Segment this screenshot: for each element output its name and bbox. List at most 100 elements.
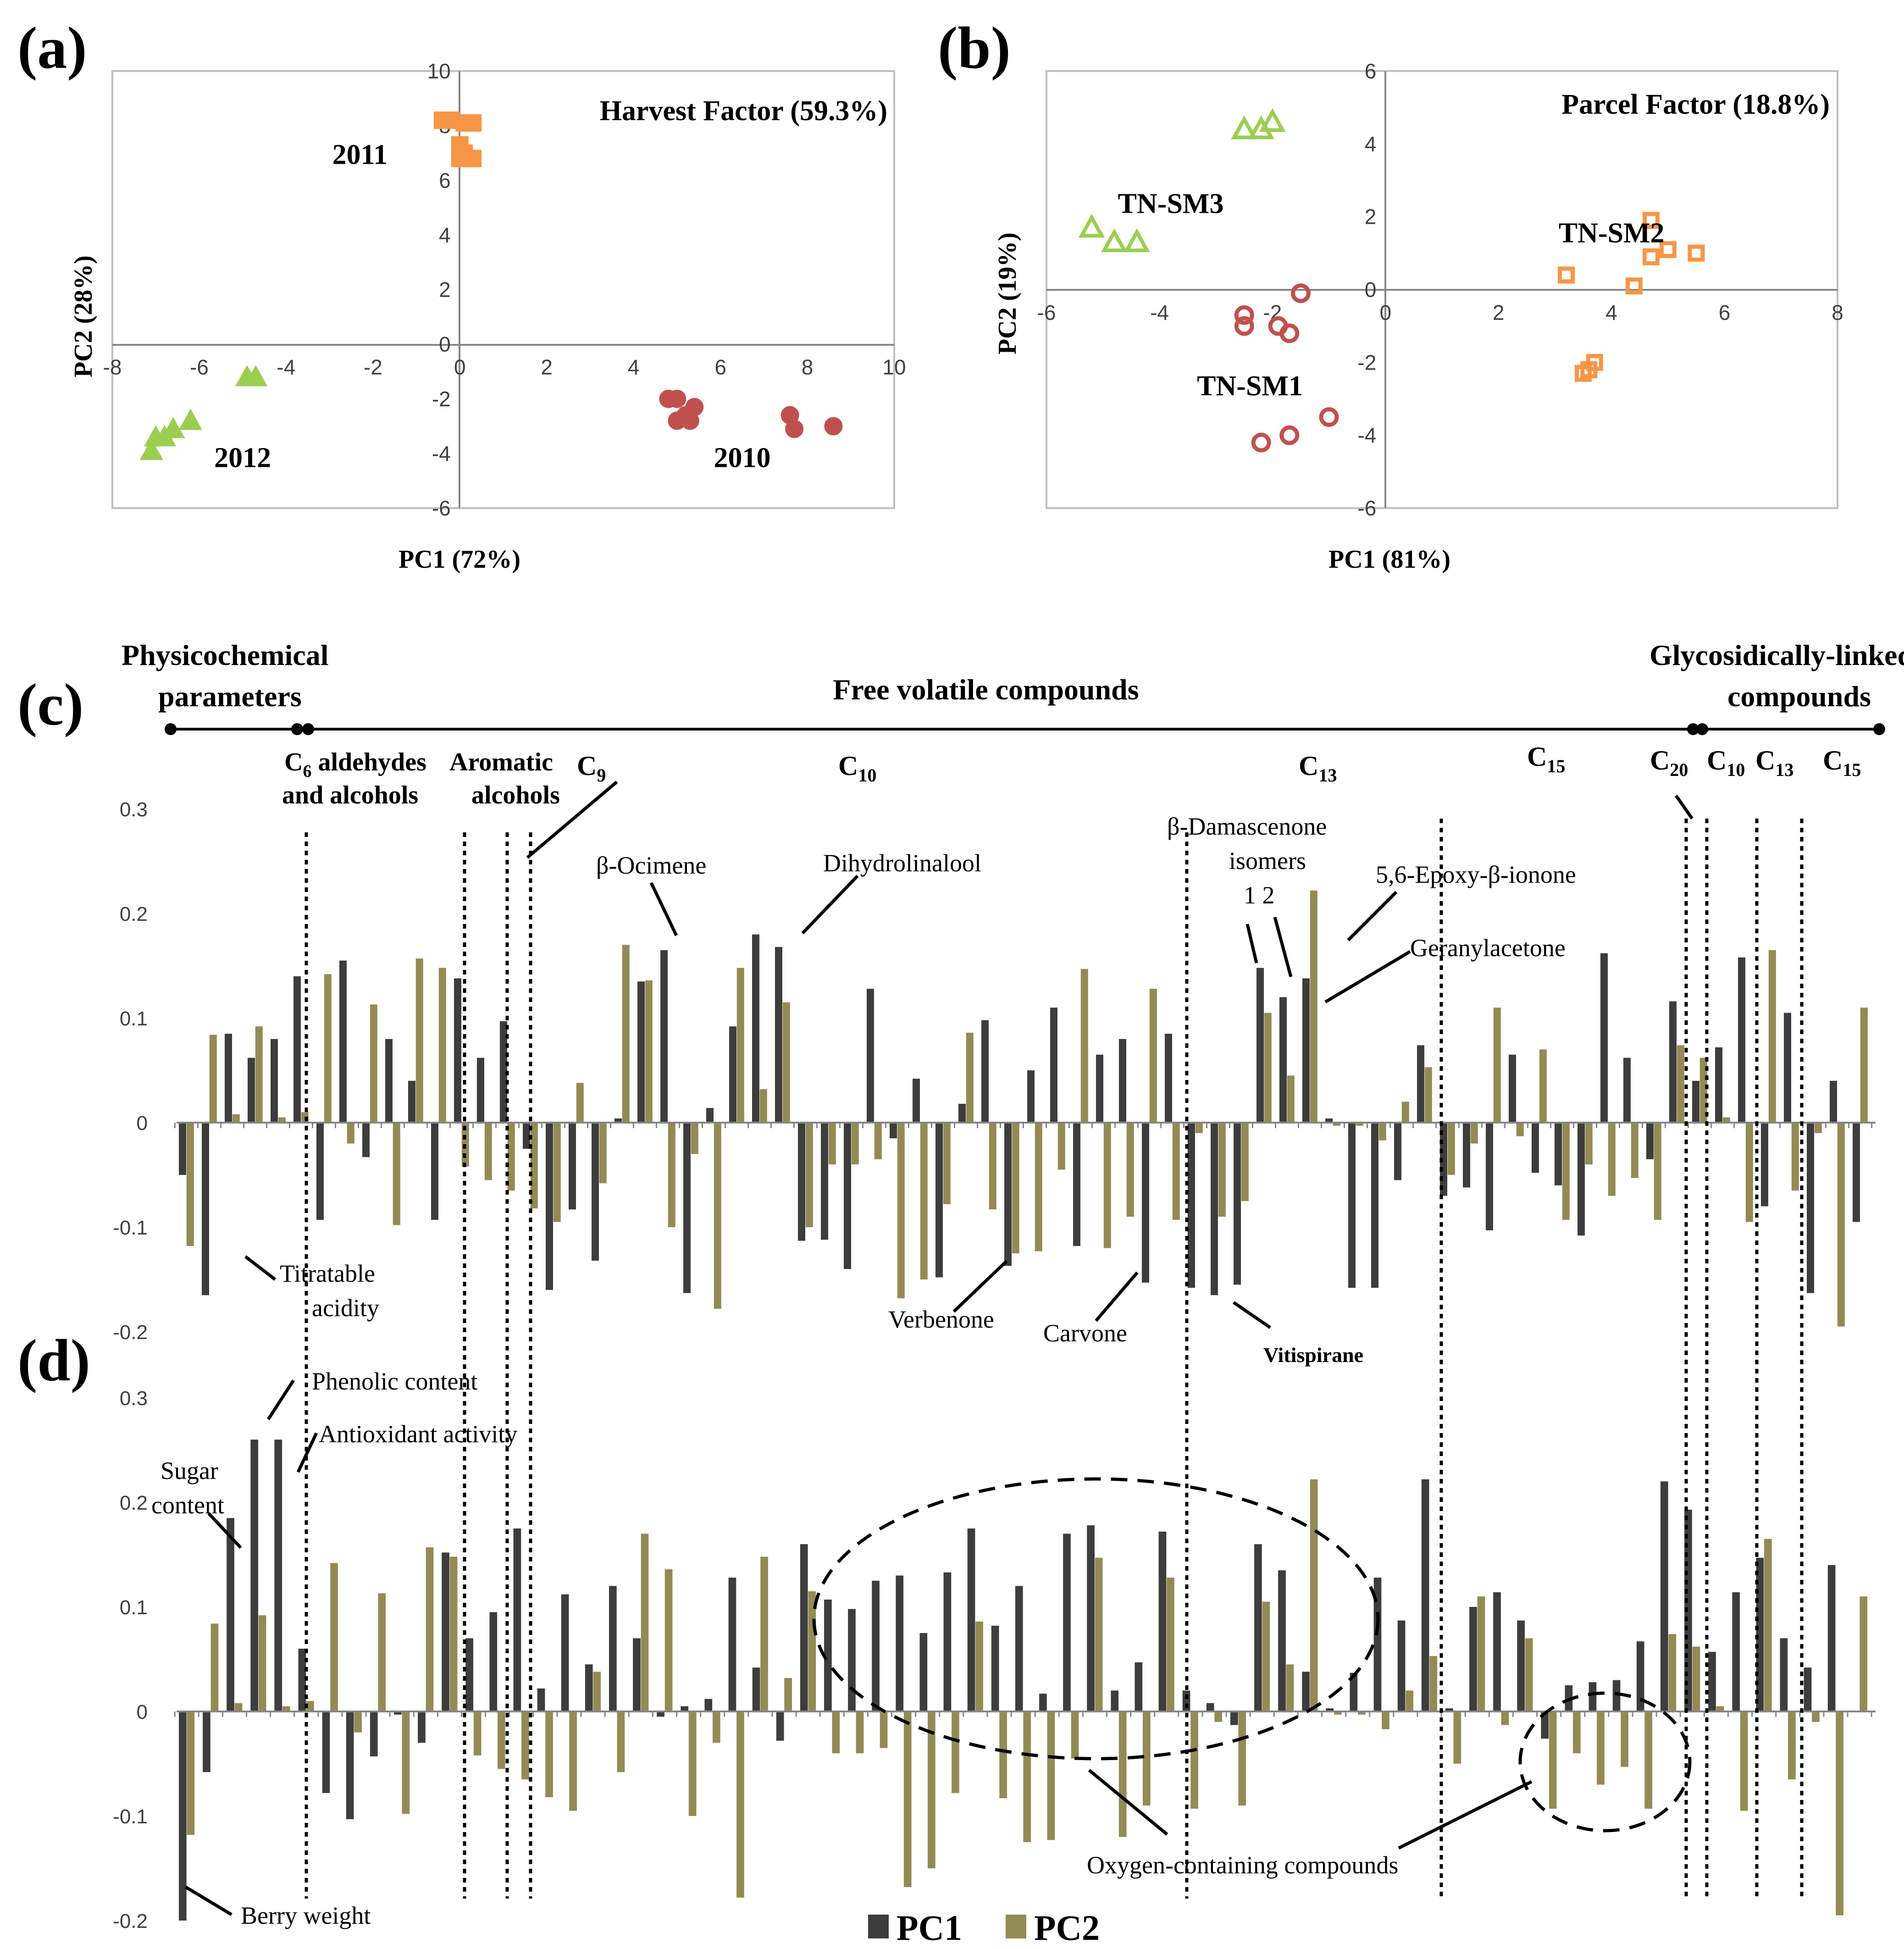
panel-label-c: (c) <box>17 672 83 738</box>
bar-pc2 <box>897 1123 905 1299</box>
bar-pc2 <box>808 1591 816 1711</box>
x-axis-label-b: PC1 (81%) <box>1328 545 1450 574</box>
bar-pc1 <box>1684 1509 1692 1711</box>
bar-pc2 <box>828 1123 836 1165</box>
bar-pc2 <box>1167 1578 1174 1711</box>
bar-pc2 <box>258 1615 266 1711</box>
bar-pc2 <box>1573 1711 1581 1754</box>
x-tick-label: 0 <box>454 355 466 379</box>
bar-pc1 <box>1256 968 1264 1123</box>
bar-pc1 <box>848 1609 856 1711</box>
section-label-c9: C9 <box>577 751 606 786</box>
bar-pc2 <box>1654 1123 1661 1220</box>
bar-pc1 <box>203 1711 210 1772</box>
bar-pc2 <box>1080 969 1088 1123</box>
bar-pc2 <box>593 1672 601 1711</box>
bar-pc2 <box>1406 1690 1413 1711</box>
bar-pc1 <box>1096 1054 1103 1123</box>
bar-pc2 <box>1126 1123 1134 1217</box>
bar-pc1 <box>958 1103 966 1123</box>
annotation-damascenone-1: β-Damascenone <box>1167 813 1327 840</box>
bar-pc1 <box>537 1688 545 1711</box>
bar-pc2 <box>975 1621 983 1711</box>
data-point-2012 <box>152 425 177 447</box>
bar-pc2 <box>1057 1123 1065 1170</box>
bar-pc1 <box>1541 1711 1549 1739</box>
bar-pc1 <box>1623 1058 1631 1123</box>
section-label-aromatic-2: alcohols <box>471 781 560 809</box>
bar-pc2 <box>1012 1123 1019 1253</box>
data-point-2012 <box>244 365 268 387</box>
data-point-tn-sm1 <box>1234 316 1254 336</box>
bar-pc1 <box>967 1528 975 1711</box>
bar-pc2 <box>1264 1013 1272 1123</box>
data-point-tn-sm3 <box>1231 115 1258 139</box>
bar-pc2 <box>1195 1123 1203 1133</box>
bar-pc2 <box>999 1711 1007 1799</box>
bar-pc1 <box>633 1638 641 1711</box>
annotation-titratable-2: acidity <box>312 1294 379 1322</box>
bar-pc2 <box>1860 1008 1868 1123</box>
section-label-glyco-c15: C15 <box>1823 745 1861 780</box>
bar-pc2 <box>641 1534 649 1711</box>
bar-pc2 <box>1677 1045 1684 1123</box>
x-tick-label: 0 <box>1379 301 1391 325</box>
x-tick-label: 4 <box>1605 301 1617 325</box>
annotation-geranylacetone: Geranylacetone <box>1410 934 1566 962</box>
y-axis-label-b: PC2 (19%) <box>993 233 1022 354</box>
x-tick-label: -4 <box>1150 301 1169 325</box>
bar-pc1 <box>569 1123 576 1210</box>
data-point-tn-sm2 <box>1688 244 1705 262</box>
bar-pc2 <box>1791 1123 1799 1191</box>
bar-pc1 <box>1348 1123 1356 1288</box>
legend-swatch-pc2 <box>1006 1915 1026 1938</box>
bar-pc2 <box>805 1123 813 1227</box>
bar-pc2 <box>1429 1656 1438 1711</box>
annotation-carvone: Carvone <box>1043 1319 1127 1347</box>
arrow-damascenone-1 <box>1245 924 1258 963</box>
bar-pc2 <box>1562 1123 1570 1220</box>
bar-pc1 <box>800 1544 808 1711</box>
bar-pc2 <box>1358 1711 1366 1715</box>
bar-pc1 <box>1469 1607 1477 1711</box>
bar-pc2 <box>760 1556 768 1711</box>
cluster-label-tn-sm3: TN-SM3 <box>1118 188 1224 220</box>
bar-pc1 <box>1234 1123 1241 1285</box>
annotation-verbenone: Verbenone <box>888 1306 994 1333</box>
arrow-berry <box>185 1885 232 1916</box>
data-point-tn-sm3 <box>1259 108 1286 132</box>
bar-pc2 <box>1023 1711 1031 1842</box>
bar-pc2 <box>1525 1638 1533 1711</box>
bar-pc2 <box>1035 1123 1042 1251</box>
annotation-dihydrolinalool: Dihydrolinalool <box>823 849 981 877</box>
section-label-c20: C20 <box>1650 745 1688 780</box>
bar-pc1 <box>1158 1531 1167 1711</box>
y-tick-label: 4 <box>439 223 451 247</box>
bar-pc1 <box>752 934 759 1123</box>
bar-pc2 <box>1401 1102 1409 1123</box>
bar-pc1 <box>935 1123 943 1278</box>
bar-pc1 <box>681 1706 689 1711</box>
bar-pc1 <box>1050 1008 1057 1123</box>
bar-pc1 <box>729 1026 736 1123</box>
section-label-glyco-c13: C13 <box>1755 745 1793 780</box>
bar-pc1 <box>1279 997 1287 1123</box>
bar-pc1 <box>227 1518 234 1711</box>
bar-pc2 <box>903 1711 912 1888</box>
arrow-carvone <box>1095 1271 1139 1322</box>
bar-pc1 <box>867 989 874 1123</box>
y-tick-label: 2 <box>439 278 451 302</box>
bar-pc1 <box>339 960 347 1123</box>
bar-pc1 <box>442 1552 449 1711</box>
bar-pc2 <box>1814 1123 1822 1133</box>
section-label-c13: C13 <box>1299 751 1337 786</box>
bar-pc2 <box>521 1711 529 1780</box>
bar-pc2 <box>1095 1557 1103 1711</box>
x-tick-label: 2 <box>541 355 553 379</box>
bar-pc2 <box>415 958 423 1123</box>
legend-label-pc1: PC1 <box>897 1908 962 1948</box>
group-label-glycosidic-2: compounds <box>1727 680 1871 713</box>
bar-pc2 <box>210 1623 219 1711</box>
bar-pc2 <box>449 1556 458 1711</box>
group-marker <box>291 723 303 735</box>
